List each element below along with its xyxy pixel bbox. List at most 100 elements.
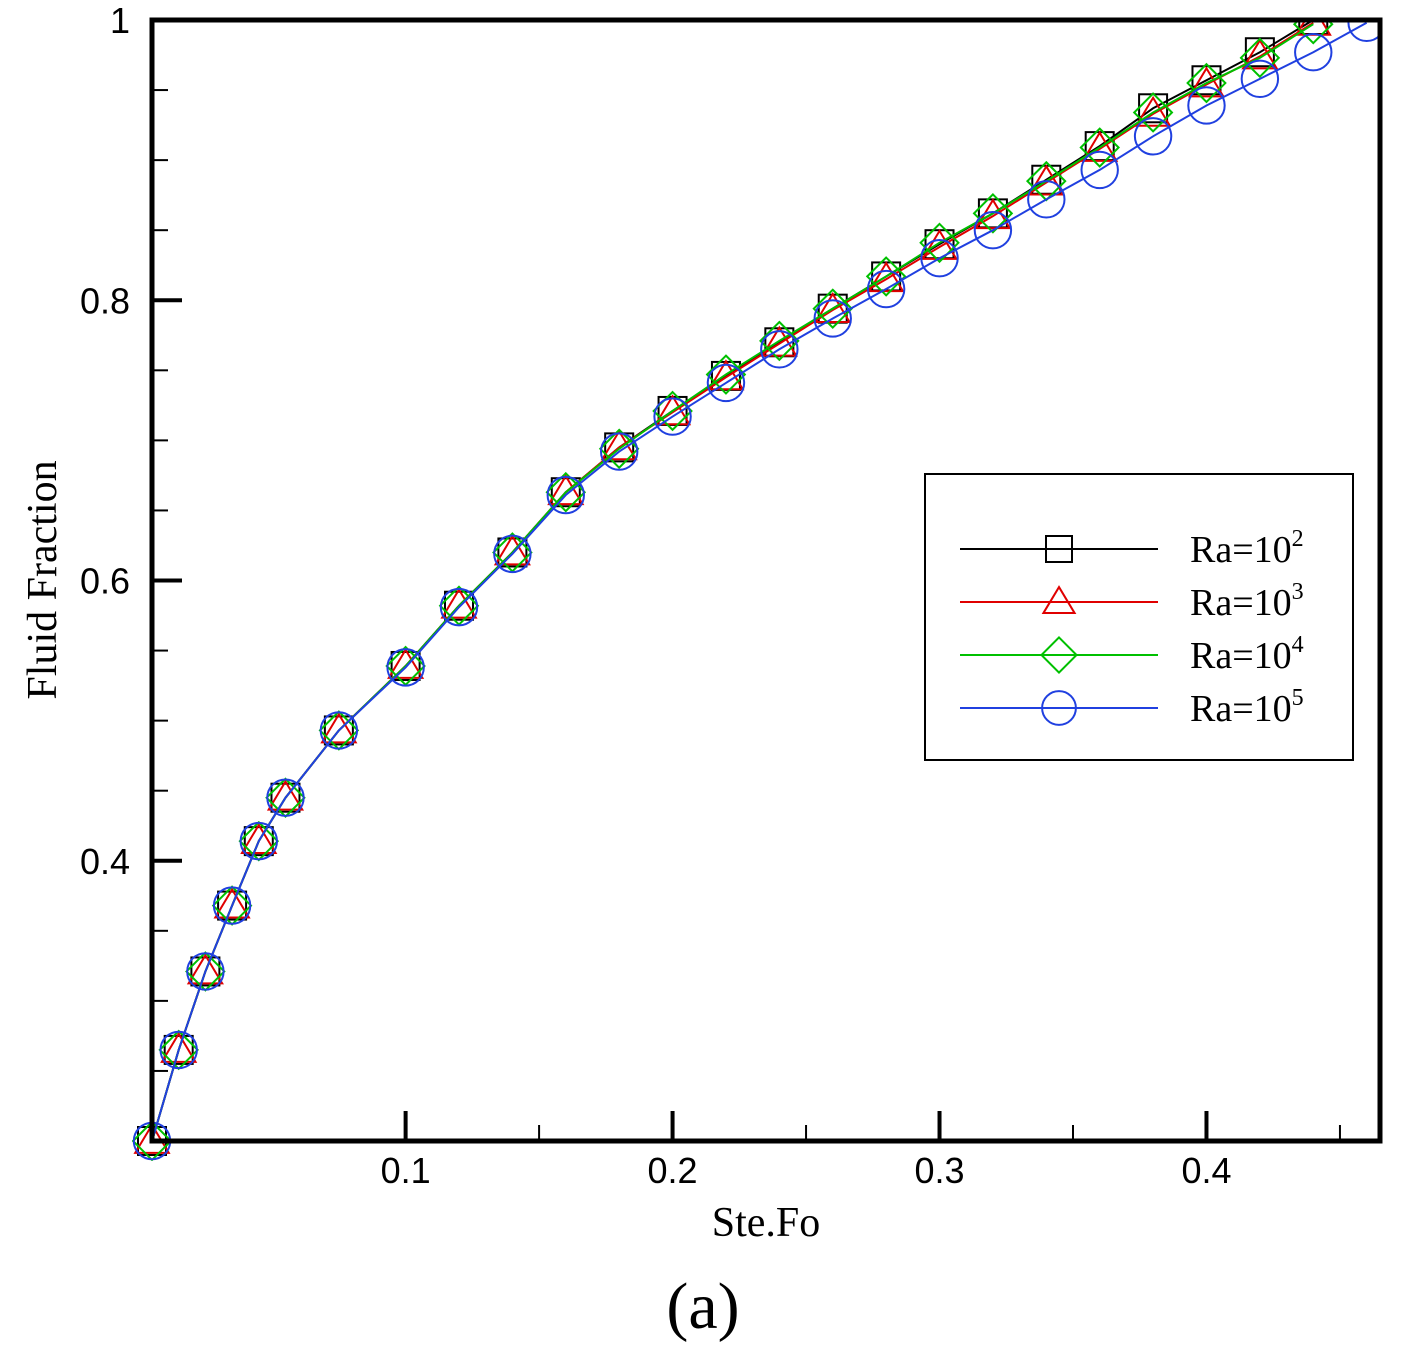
data-point-triangle [320, 712, 358, 744]
data-point-diamond [812, 288, 854, 329]
data-point-square [1191, 65, 1222, 96]
data-point-circle [159, 1030, 198, 1070]
ticks-layer: 0.1 0.2 0.3 0.4 0.4 0.6 0.8 1 [80, 0, 1341, 1191]
data-point-square [550, 477, 581, 508]
y-tick-label: 0.6 [80, 561, 130, 602]
data-point-square [270, 782, 301, 813]
data-point-circle [439, 587, 479, 627]
data-point-triangle [213, 887, 251, 919]
data-point-circle [239, 821, 278, 861]
data-point-diamond [865, 256, 907, 297]
data-point-triangle [440, 587, 478, 619]
series-line-circle [151, 21, 1368, 1142]
data-point-circle [212, 886, 252, 925]
legend-label: Ra=103 [1190, 579, 1304, 624]
series-layer [132, 18, 1380, 1161]
x-tick-label: 0.2 [648, 1150, 698, 1191]
data-point-square [390, 650, 421, 681]
data-point-triangle [760, 325, 798, 357]
data-point-square [217, 890, 248, 921]
data-point-circle [973, 210, 1013, 250]
data-point-circle [760, 330, 799, 369]
data-point-circle [319, 711, 359, 750]
data-point-circle [546, 475, 585, 515]
legend-label: Ra=104 [1190, 632, 1304, 677]
data-point-circle [266, 778, 305, 817]
legend-label: Ra=105 [1190, 685, 1304, 730]
legend-marker-circle [1041, 690, 1077, 726]
data-point-circle [1187, 86, 1226, 125]
data-point-circle [186, 952, 225, 991]
data-point-triangle [1081, 130, 1119, 162]
legend-marker-diamond [1040, 636, 1078, 674]
legend: Ra=102 Ra=103 Ra=104 Ra=105 [924, 473, 1354, 761]
data-point-triangle [707, 359, 745, 391]
data-point-triangle [547, 474, 585, 506]
y-axis-title: Fluid Fraction [20, 460, 66, 699]
data-point-square [190, 956, 221, 987]
data-point-circle [813, 299, 852, 338]
legend-box [924, 473, 1354, 761]
legend-label: Ra=102 [1190, 526, 1304, 571]
data-point-triangle [867, 261, 905, 293]
data-point-diamond [1079, 127, 1121, 168]
data-point-diamond [1239, 37, 1281, 79]
data-point-triangle [186, 953, 224, 985]
x-axis-title: Ste.Fo [712, 1200, 821, 1246]
data-point-circle [866, 269, 906, 309]
data-point-square [497, 537, 528, 568]
x-tick-label: 0.4 [1181, 1150, 1231, 1191]
legend-exponent: 4 [1292, 632, 1304, 658]
data-point-square [163, 1034, 194, 1065]
data-point-diamond [1292, 18, 1334, 45]
data-point-diamond [919, 222, 960, 264]
y-tick-label: 0.4 [80, 841, 130, 882]
panel-label: (a) [666, 1270, 739, 1343]
data-point-square [243, 826, 274, 857]
data-point-triangle [1187, 66, 1226, 98]
legend-entry: Ra=104 [960, 632, 1304, 677]
data-point-triangle [1134, 95, 1172, 127]
data-point-circle [1294, 33, 1333, 72]
data-point-triangle [814, 292, 852, 323]
data-point-circle [1240, 59, 1280, 99]
y-tick-label: 0.8 [80, 280, 130, 321]
data-point-diamond [705, 354, 747, 395]
x-tick-label: 0.1 [381, 1150, 431, 1191]
legend-entry: Ra=105 [960, 685, 1304, 730]
data-point-circle [493, 534, 532, 574]
data-point-diamond [759, 320, 800, 362]
data-point-diamond [972, 193, 1014, 234]
data-point-square [323, 715, 354, 746]
series-circle [132, 18, 1380, 1161]
data-point-triangle [1241, 38, 1279, 70]
data-point-triangle [493, 534, 531, 566]
data-point-circle [386, 648, 425, 687]
data-point-square [444, 590, 474, 621]
data-point-triangle [240, 823, 278, 855]
legend-exponent: 2 [1292, 526, 1304, 552]
data-point-circle [1027, 180, 1066, 219]
data-point-triangle [1027, 164, 1065, 196]
legend-exponent: 3 [1292, 579, 1304, 605]
data-point-circle [1080, 150, 1119, 190]
data-point-triangle [387, 647, 425, 679]
data-point-circle [706, 363, 746, 403]
data-point-triangle [160, 1031, 198, 1063]
y-tick-label: 1 [110, 0, 130, 41]
data-point-circle [599, 432, 639, 471]
legend-exponent: 5 [1292, 685, 1304, 711]
x-tick-label: 0.3 [914, 1150, 964, 1191]
data-point-triangle [266, 779, 305, 811]
legend-entry: Ra=103 [960, 579, 1304, 624]
data-point-diamond [1186, 62, 1227, 104]
data-point-circle [1133, 117, 1173, 156]
data-point-diamond [1132, 92, 1174, 133]
legend-marker-triangle [1041, 585, 1077, 615]
series-triangle [133, 18, 1332, 1154]
legend-marker-square [1045, 535, 1073, 563]
data-point-circle [920, 239, 959, 278]
data-point-circle [653, 397, 692, 436]
data-point-circle [1347, 18, 1380, 42]
